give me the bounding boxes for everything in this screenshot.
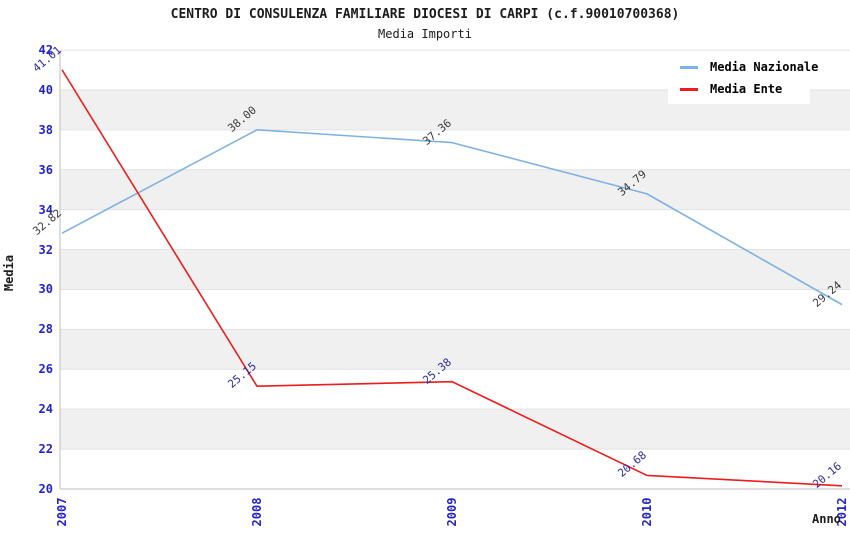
legend-label: Media Nazionale: [710, 60, 819, 74]
x-tick-label: 2009: [445, 497, 459, 527]
legend-item: Media Nazionale: [668, 56, 818, 78]
chart-title: CENTRO DI CONSULENZA FAMILIARE DIOCESI D…: [170, 7, 680, 22]
legend-label: Media Ente: [710, 82, 783, 96]
y-tick-label: 42: [38, 43, 53, 57]
y-tick-label: 34: [38, 202, 53, 217]
legend: Media Nazionale Media Ente: [668, 52, 818, 104]
band: [60, 249, 850, 290]
y-tick-label: 22: [38, 442, 53, 457]
chart-subtitle: Media Importi: [378, 27, 472, 41]
band: [60, 329, 850, 370]
y-tick-label: 36: [38, 162, 53, 177]
legend-item: Media Ente: [668, 78, 810, 100]
series-line-media-ente: [61, 69, 843, 487]
band: [60, 169, 850, 210]
y-tick-label: 24: [38, 402, 53, 417]
y-tick-label: 28: [38, 322, 53, 337]
y-tick-label: 40: [38, 82, 53, 97]
y-tick-label: 20: [38, 482, 53, 496]
legend-swatch-icon: [680, 87, 698, 91]
x-tick-label: 2010: [640, 497, 654, 527]
y-tick-label: 32: [38, 242, 53, 257]
series-line-media-nazionale: [61, 129, 843, 306]
x-tick-label: 2007: [55, 497, 69, 527]
y-tick-label: 30: [38, 282, 53, 297]
y-tick-label: 38: [38, 122, 53, 137]
band: [60, 409, 850, 450]
y-tick-label: 26: [38, 362, 53, 377]
x-tick-label: 2008: [250, 497, 264, 527]
x-axis-title: Anno: [812, 512, 841, 526]
legend-swatch-icon: [680, 65, 698, 69]
y-axis-title: Media: [2, 254, 17, 292]
